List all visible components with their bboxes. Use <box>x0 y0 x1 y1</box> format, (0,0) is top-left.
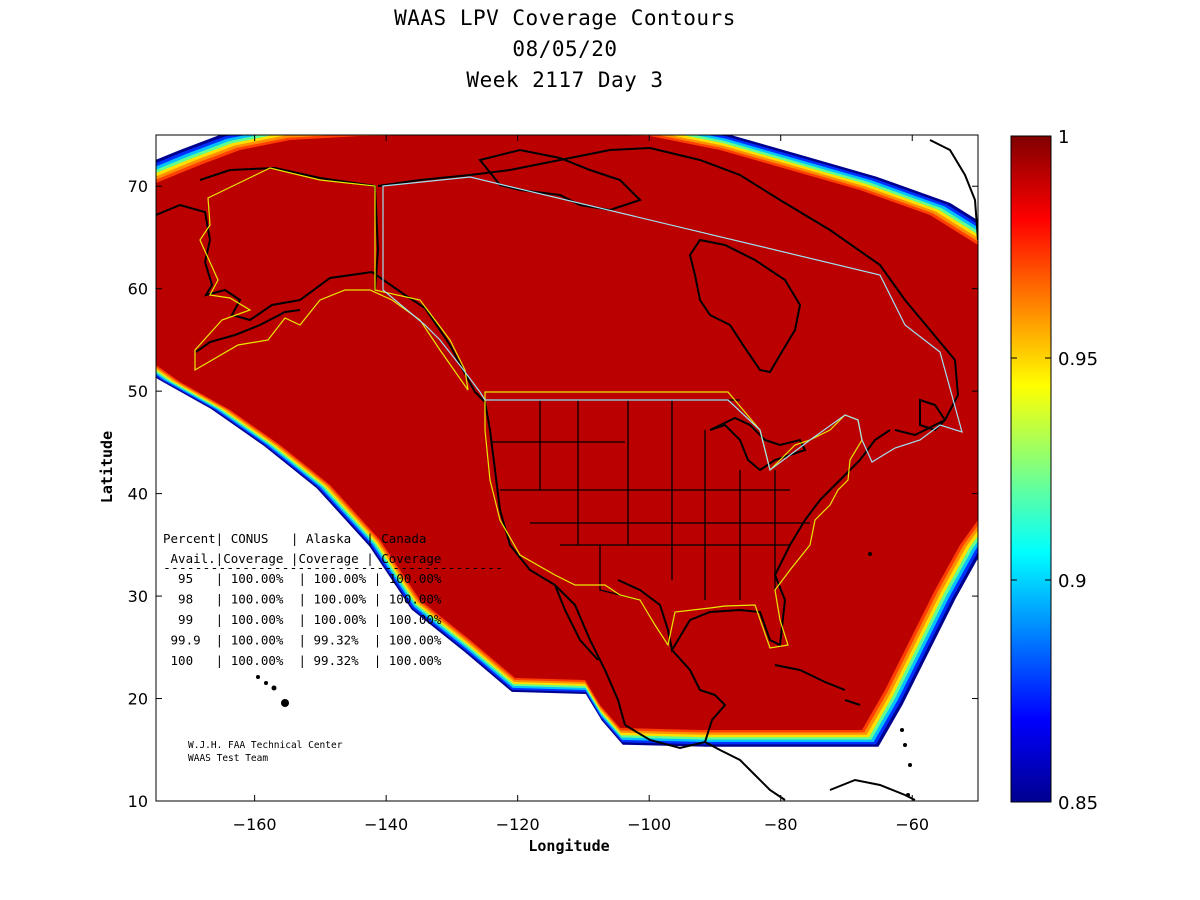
colorbar-tick-label: 0.9 <box>1058 571 1087 592</box>
x-tick-label: −100 <box>627 815 671 834</box>
greenland <box>929 139 978 241</box>
y-tick-label: 60 <box>128 280 148 299</box>
coverage-table: Percent| CONUS | Alaska | Canada Avail.|… <box>163 531 503 668</box>
cuba <box>774 664 846 691</box>
credit-line-1: W.J.H. FAA Technical Center <box>188 740 343 751</box>
table-header-1: Percent| CONUS | Alaska | Canada <box>163 531 426 546</box>
us-west-coast <box>484 401 626 726</box>
y-tick-label: 30 <box>128 587 148 606</box>
title-line-2: 08/05/20 <box>512 37 618 61</box>
y-axis: 10 20 30 40 50 60 70 <box>128 177 978 811</box>
x-tick-label: −60 <box>895 815 929 834</box>
baja <box>554 584 599 661</box>
x-axis-label: Longitude <box>528 837 609 855</box>
table-rows: 95 | 100.00% | 100.00% | 100.00% 98 | 10… <box>163 571 442 668</box>
x-axis: −160 −140 −120 −100 −80 −60 <box>233 135 929 834</box>
central-america <box>704 741 786 801</box>
table-row: 99 | 100.00% | 100.00% | 100.00% <box>163 612 442 627</box>
gulf-coast <box>617 429 891 653</box>
credit-line-2: WAAS Test Team <box>188 753 268 764</box>
hawaii-islands <box>256 675 289 707</box>
x-tick-label: −140 <box>364 815 408 834</box>
y-tick-label: 50 <box>128 382 148 401</box>
colorbar-tick-label: 0.85 <box>1058 793 1098 814</box>
alaska-coastline <box>156 203 486 403</box>
x-tick-label: −120 <box>496 815 540 834</box>
title-line-1: WAAS LPV Coverage Contours <box>394 6 736 30</box>
alaska-service-boundary <box>194 167 469 391</box>
colorbar <box>1010 135 1052 803</box>
y-tick-label: 40 <box>128 485 148 504</box>
arctic-islands <box>478 148 642 212</box>
colorbar-tick-label: 1 <box>1058 127 1069 148</box>
canada-service-boundary <box>382 176 963 472</box>
great-lakes <box>709 416 807 472</box>
caribbean-islands <box>868 552 912 797</box>
alaska-north <box>199 166 380 291</box>
mexico-central <box>624 649 727 750</box>
canada-arctic <box>377 146 960 437</box>
colorbar-tick-label: 0.95 <box>1058 349 1098 370</box>
coastlines <box>156 139 978 801</box>
coverage-contours <box>156 135 978 747</box>
title-line-3: Week 2117 Day 3 <box>466 68 664 92</box>
x-tick-label: −80 <box>764 815 798 834</box>
table-row: 100 | 100.00% | 99.32% | 100.00% <box>163 653 442 668</box>
hispaniola <box>844 699 861 706</box>
hudson-bay <box>688 238 802 374</box>
table-header-2: Avail.|Coverage |Coverage | Coverage <box>163 551 441 566</box>
y-tick-label: 20 <box>128 690 148 709</box>
y-tick-label: 70 <box>128 177 148 196</box>
table-separator: ----------------------------------------… <box>163 560 503 575</box>
coverage-band-full <box>156 135 978 730</box>
colorbar-ticks: 1 0.95 0.9 0.85 <box>1011 127 1098 814</box>
table-row: 98 | 100.00% | 100.00% | 100.00% <box>163 592 442 607</box>
map-layers <box>156 135 978 801</box>
conus-service-boundary <box>484 391 863 649</box>
y-axis-label: Latitude <box>98 431 116 503</box>
aleutians <box>195 309 301 353</box>
plot-frame <box>155 134 979 802</box>
y-tick-label: 10 <box>128 792 148 811</box>
table-row: 95 | 100.00% | 100.00% | 100.00% <box>163 571 442 586</box>
x-tick-label: −160 <box>233 815 277 834</box>
table-row: 99.9 | 100.00% | 99.32% | 100.00% <box>163 633 442 648</box>
